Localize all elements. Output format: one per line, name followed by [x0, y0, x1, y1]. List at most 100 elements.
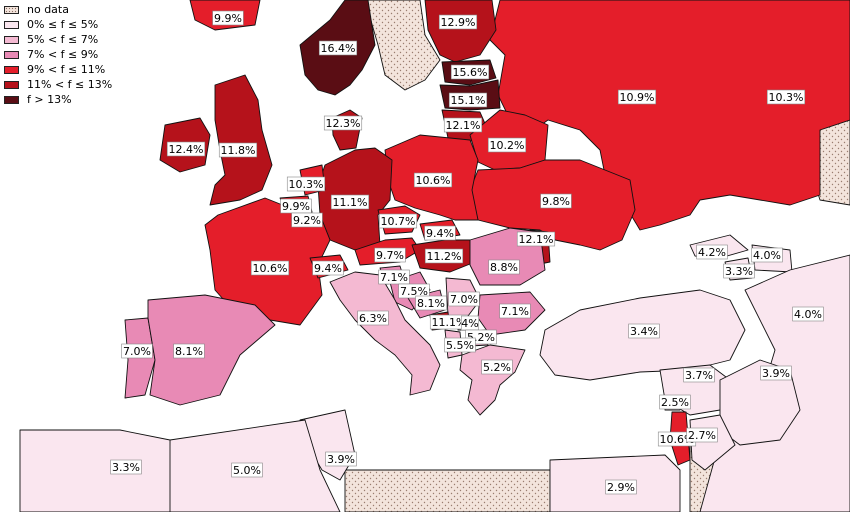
value-text: 4.0% — [794, 308, 822, 321]
legend-swatch — [4, 5, 19, 14]
value-label-kosovo: 4% — [460, 315, 479, 331]
value-label-syria: 3.7% — [683, 367, 715, 383]
value-text: 2.7% — [688, 429, 716, 442]
value-text: 7.1% — [501, 305, 529, 318]
value-text: 10.7% — [381, 215, 416, 228]
value-text: 4% — [461, 317, 478, 330]
value-box — [374, 247, 406, 263]
value-text: 4.2% — [698, 246, 726, 259]
value-label-belgium: 9.9% — [280, 198, 312, 214]
value-box — [291, 212, 323, 228]
value-label-spain: 8.1% — [173, 343, 205, 359]
value-text: 10.6% — [660, 433, 695, 446]
value-box — [444, 337, 476, 353]
value-text: 10.3% — [289, 178, 324, 191]
legend-item: 0% ≤ f ≤ 5% — [4, 17, 112, 32]
value-text: 6.3% — [359, 312, 387, 325]
value-text: 5.0% — [233, 464, 261, 477]
value-label-ireland: 12.4% — [166, 141, 206, 157]
value-box — [448, 291, 480, 307]
value-label-armenia: 3.3% — [723, 263, 755, 279]
value-text: 9.2% — [293, 214, 321, 227]
value-box — [325, 451, 357, 467]
value-label-moldova: 12.1% — [516, 231, 556, 247]
region-uk[interactable] — [209, 74, 273, 206]
value-text: 11.8% — [221, 144, 256, 157]
value-box — [323, 115, 363, 131]
legend-label: no data — [27, 3, 69, 16]
value-label-austria: 9.7% — [374, 247, 406, 263]
value-label-algeria: 5.0% — [231, 462, 263, 478]
value-label-portugal: 7.0% — [121, 343, 153, 359]
value-box — [605, 479, 637, 495]
value-label-croatia: 7.5% — [398, 283, 430, 299]
value-text: 5.2% — [483, 361, 511, 374]
value-box — [250, 260, 290, 276]
value-box — [760, 365, 792, 381]
value-box — [231, 462, 263, 478]
value-text: 3.3% — [725, 265, 753, 278]
label-layer: 10.9% 10.3% 12.9% 16.4% 15.6% 15.1% 12.1% 10.2%… — [110, 10, 824, 495]
value-text: 12.1% — [446, 119, 481, 132]
value-box — [723, 263, 755, 279]
value-box — [415, 295, 447, 311]
value-box — [330, 194, 370, 210]
legend-item: 7% < f ≤ 9% — [4, 47, 112, 62]
value-label-norway: 16.4% — [318, 40, 358, 56]
legend-item: no data — [4, 2, 112, 17]
value-box — [683, 367, 715, 383]
value-box — [424, 248, 464, 264]
value-box — [318, 40, 358, 56]
value-box — [488, 259, 520, 275]
value-box — [617, 89, 657, 105]
value-text: 10.3% — [769, 91, 804, 104]
value-label-greece: 5.2% — [481, 359, 513, 375]
value-label-luxembourg: 9.2% — [291, 212, 323, 228]
value-box — [686, 427, 718, 443]
value-text: 3.9% — [762, 367, 790, 380]
value-text: 8.8% — [490, 261, 518, 274]
region-spain[interactable] — [147, 294, 276, 406]
value-text: 9.8% — [542, 195, 570, 208]
value-label-georgia: 4.2% — [696, 244, 728, 260]
value-text: 12.9% — [441, 16, 476, 29]
value-label-serbia: 7.0% — [448, 291, 480, 307]
value-label-bulgaria: 7.1% — [499, 303, 531, 319]
value-label-azerbaijan: 4.0% — [751, 247, 783, 263]
value-label-albania: 5.5% — [444, 337, 476, 353]
value-text: 3.3% — [112, 461, 140, 474]
value-text: 3.7% — [685, 369, 713, 382]
value-label-estonia: 15.6% — [450, 64, 490, 80]
value-label-poland: 10.6% — [413, 172, 453, 188]
legend-swatch — [4, 35, 19, 44]
libya-shape — [344, 469, 551, 512]
value-label-turkey: 3.4% — [628, 323, 660, 339]
value-box — [286, 176, 326, 192]
value-text: 10.6% — [416, 174, 451, 187]
value-label-netherlands: 10.3% — [286, 176, 326, 192]
legend-item: f > 13% — [4, 92, 112, 107]
value-text: 7.0% — [123, 345, 151, 358]
legend: no data 0% ≤ f ≤ 5% 5% < f ≤ 7% 7% < f ≤ 9%… — [4, 2, 112, 107]
value-text: 11.1% — [432, 316, 467, 329]
value-box — [378, 269, 410, 285]
value-text: 3.4% — [630, 325, 658, 338]
region-greece[interactable] — [459, 344, 526, 416]
value-text: 3.9% — [327, 453, 355, 466]
region-morocco[interactable] — [19, 429, 171, 512]
value-text: 4.0% — [753, 249, 781, 262]
value-label-lebanon: 2.5% — [659, 394, 691, 410]
value-text: 9.7% — [376, 249, 404, 262]
value-label-bosnia: 8.1% — [415, 295, 447, 311]
value-text: 12.4% — [169, 143, 204, 156]
legend-label: 9% < f ≤ 11% — [27, 63, 106, 76]
value-box — [357, 310, 389, 326]
value-box — [212, 10, 244, 26]
value-label-latvia: 15.1% — [448, 92, 488, 108]
value-text: 10.9% — [620, 91, 655, 104]
legend-swatch — [4, 95, 19, 104]
legend-label: 0% ≤ f ≤ 5% — [27, 18, 99, 31]
legend-item: 5% < f ≤ 7% — [4, 32, 112, 47]
legend-label: f > 13% — [27, 93, 72, 106]
